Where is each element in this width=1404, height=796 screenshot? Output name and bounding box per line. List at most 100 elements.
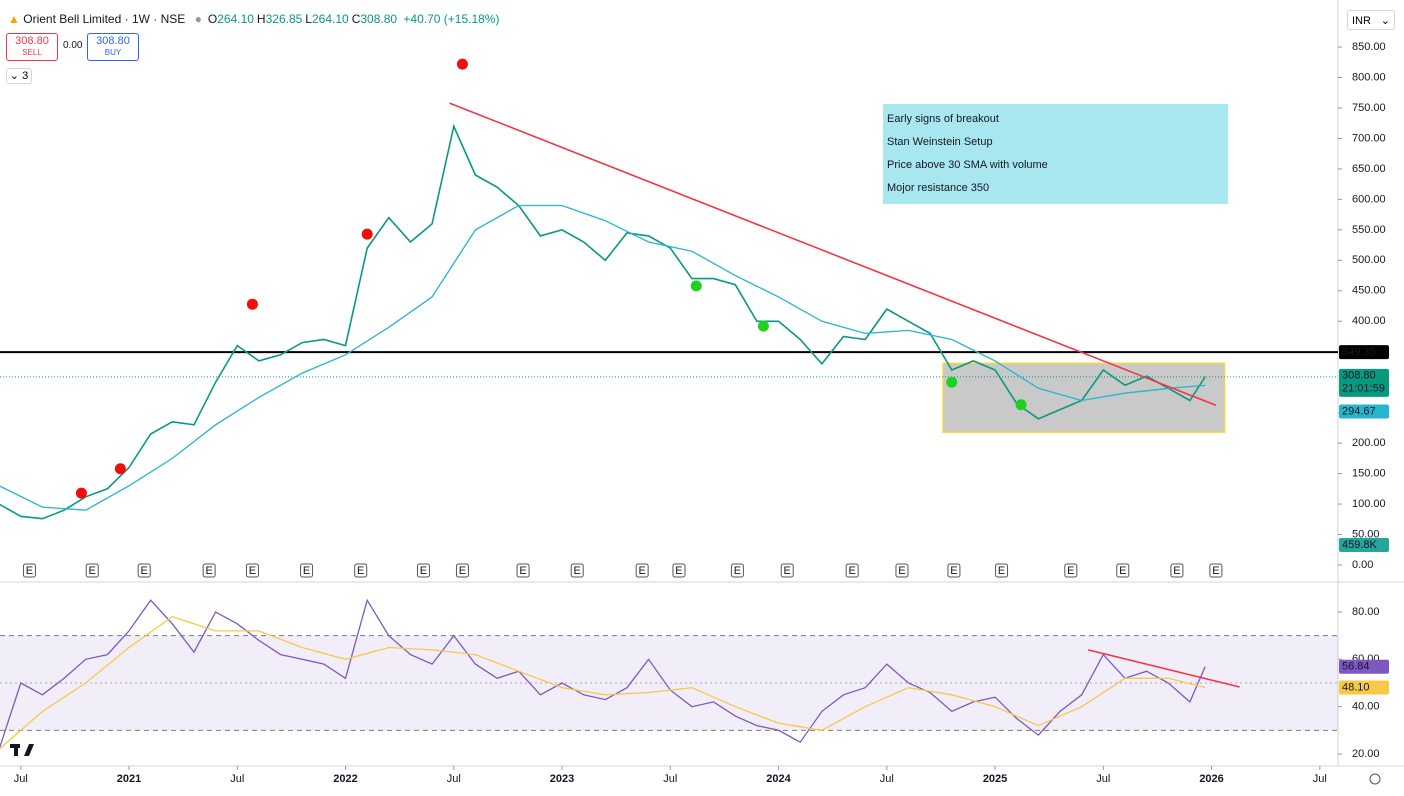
y-tick-label: 0.00 bbox=[1352, 559, 1373, 571]
earnings-marker bbox=[516, 563, 530, 578]
annotation-box bbox=[883, 104, 1228, 204]
earnings-label: E bbox=[89, 565, 96, 577]
earnings-label: E bbox=[459, 565, 466, 577]
x-tick-label: 2022 bbox=[333, 773, 357, 785]
earnings-label: E bbox=[675, 565, 682, 577]
buy-price: 308.80 bbox=[96, 35, 130, 47]
x-tick-label: Jul bbox=[14, 773, 28, 785]
annotation-text: Price above 30 SMA with volume bbox=[887, 159, 1048, 171]
ohlc-value: 326.85 bbox=[265, 12, 303, 26]
signal-dot bbox=[757, 320, 769, 332]
series-line bbox=[0, 204, 1206, 511]
earnings-marker bbox=[22, 563, 36, 578]
x-tick-label: 2024 bbox=[766, 773, 791, 785]
earnings-marker bbox=[895, 563, 909, 578]
signal-dot bbox=[1015, 399, 1027, 411]
x-tick-label: 2025 bbox=[983, 773, 1007, 785]
earnings-label: E bbox=[357, 565, 364, 577]
price-tag bbox=[1339, 368, 1389, 397]
x-tick-label: Jul bbox=[447, 773, 461, 785]
currency: INR bbox=[1352, 15, 1371, 27]
y-tick-label: 500.00 bbox=[1352, 254, 1386, 266]
earnings-label: E bbox=[1173, 565, 1180, 577]
price-tag bbox=[1339, 680, 1389, 695]
symbol-icon: ▲ bbox=[8, 12, 20, 26]
earnings-marker bbox=[730, 563, 744, 578]
earnings-marker bbox=[137, 563, 151, 578]
ohlc-value: 308.80 bbox=[360, 12, 398, 26]
y-tick-label: 400.00 bbox=[1352, 315, 1386, 327]
earnings-marker bbox=[1064, 563, 1078, 578]
indicators-count: 3 bbox=[22, 70, 29, 82]
earnings-label: E bbox=[26, 565, 33, 577]
ohlc-value: 264.10 bbox=[311, 12, 349, 26]
series-line bbox=[0, 615, 1206, 750]
y-tick-label: 850.00 bbox=[1352, 41, 1386, 53]
earnings-label: E bbox=[998, 565, 1005, 577]
x-tick-label: 2026 bbox=[1199, 773, 1223, 785]
earnings-marker bbox=[672, 563, 686, 578]
ohlc-key: O bbox=[207, 12, 218, 26]
earnings-marker bbox=[995, 563, 1009, 578]
y-tick-label: 100.00 bbox=[1352, 498, 1386, 510]
sell-price: 308.80 bbox=[15, 35, 49, 47]
annotation-text: Stan Weinstein Setup bbox=[887, 136, 993, 148]
change: +40.70 (+15.18%) bbox=[403, 12, 500, 26]
earnings-marker bbox=[1170, 563, 1184, 578]
indicators-toggle[interactable]: ⌄ 3 bbox=[6, 68, 32, 84]
earnings-marker bbox=[85, 563, 99, 578]
price-tag bbox=[1339, 659, 1389, 674]
y-tick-label: 600.00 bbox=[1352, 193, 1386, 205]
buy-button[interactable]: 308.80 BUY bbox=[87, 33, 139, 61]
y-tick-label: 40.00 bbox=[1352, 701, 1380, 713]
price-tag bbox=[1339, 345, 1389, 360]
signal-dot bbox=[75, 487, 87, 499]
sell-label: SELL bbox=[22, 48, 42, 57]
earnings-marker bbox=[1116, 563, 1130, 578]
y-tick-label: 550.00 bbox=[1352, 224, 1386, 236]
sell-button[interactable]: 308.80 SELL bbox=[6, 33, 58, 61]
earnings-label: E bbox=[848, 565, 855, 577]
price-tag bbox=[1339, 404, 1389, 419]
earnings-label: E bbox=[205, 565, 212, 577]
price-tag bbox=[1339, 538, 1389, 552]
earnings-label: E bbox=[519, 565, 526, 577]
earnings-marker bbox=[300, 563, 314, 578]
signal-dot bbox=[946, 376, 958, 388]
signal-dot bbox=[246, 298, 258, 310]
earnings-marker bbox=[245, 563, 259, 578]
y-tick-label: 650.00 bbox=[1352, 163, 1386, 175]
price-tag-label: 308.80 bbox=[1342, 370, 1376, 382]
earnings-marker bbox=[947, 563, 961, 578]
signal-dot bbox=[690, 280, 702, 292]
earnings-label: E bbox=[1212, 565, 1219, 577]
y-tick-label: 800.00 bbox=[1352, 71, 1386, 83]
earnings-label: E bbox=[574, 565, 581, 577]
x-tick-label: Jul bbox=[663, 773, 677, 785]
y-tick-label: 150.00 bbox=[1352, 468, 1386, 480]
tv-logo bbox=[10, 744, 34, 756]
ohlc-key: C bbox=[351, 12, 361, 26]
price-tag-label: 294.67 bbox=[1342, 405, 1376, 417]
y-tick-label: 700.00 bbox=[1352, 132, 1386, 144]
ohlc-key: L bbox=[305, 12, 312, 26]
toggle[interactable]: ● bbox=[194, 12, 202, 26]
earnings-label: E bbox=[1067, 565, 1074, 577]
earnings-marker bbox=[780, 563, 794, 578]
x-tick-label: Jul bbox=[880, 773, 894, 785]
x-tick-label: 2021 bbox=[117, 773, 141, 785]
spread: 0.00 bbox=[63, 40, 83, 51]
earnings-label: E bbox=[1119, 565, 1126, 577]
currency-select[interactable]: INR ⌄ bbox=[1347, 10, 1395, 30]
signal-dot bbox=[361, 228, 373, 240]
earnings-marker bbox=[845, 563, 859, 578]
ohlc: O264.10 H326.85 L264.10 C308.80 bbox=[208, 12, 400, 26]
y-tick-label: 20.00 bbox=[1352, 748, 1380, 760]
earnings-marker bbox=[354, 563, 368, 578]
ohlc-key: H bbox=[256, 12, 266, 26]
settings-icon[interactable] bbox=[1369, 773, 1381, 785]
symbol: Orient Bell Limited · 1W · NSE bbox=[23, 12, 186, 26]
trend-line bbox=[449, 102, 1217, 407]
symbol-line: ▲ Orient Bell Limited · 1W · NSE ● O 264.1… bbox=[8, 12, 499, 26]
